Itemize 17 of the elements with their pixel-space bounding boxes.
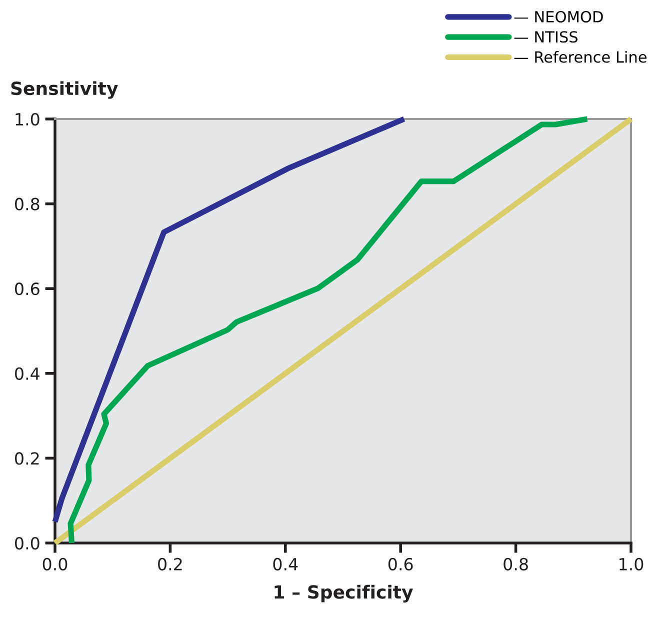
legend-label: — NTISS [514, 31, 578, 43]
y-tick-label: 0.6 [15, 282, 40, 296]
legend-label: — NEOMOD [514, 10, 603, 23]
y-tick-label: 1.0 [16, 112, 40, 126]
y-tick-label: 0.0 [15, 536, 40, 550]
y-tick-label: 0.2 [15, 452, 39, 465]
x-tick-label: 0.4 [273, 558, 298, 570]
x-tick-label: 0.2 [158, 558, 182, 570]
x-tick-label: 1.0 [620, 558, 644, 570]
x-tick-label: 0.8 [504, 558, 528, 570]
x-tick-label: 0.0 [42, 558, 68, 570]
legend-label: — Reference Line [514, 50, 646, 63]
x-tick-label: 0.6 [388, 558, 413, 570]
y-axis-title: Sensitivity [11, 81, 118, 99]
x-axis-title: 1 – Specificity [274, 584, 413, 602]
y-tick-label: 0.8 [15, 198, 40, 210]
y-tick-label: 0.4 [15, 367, 40, 380]
